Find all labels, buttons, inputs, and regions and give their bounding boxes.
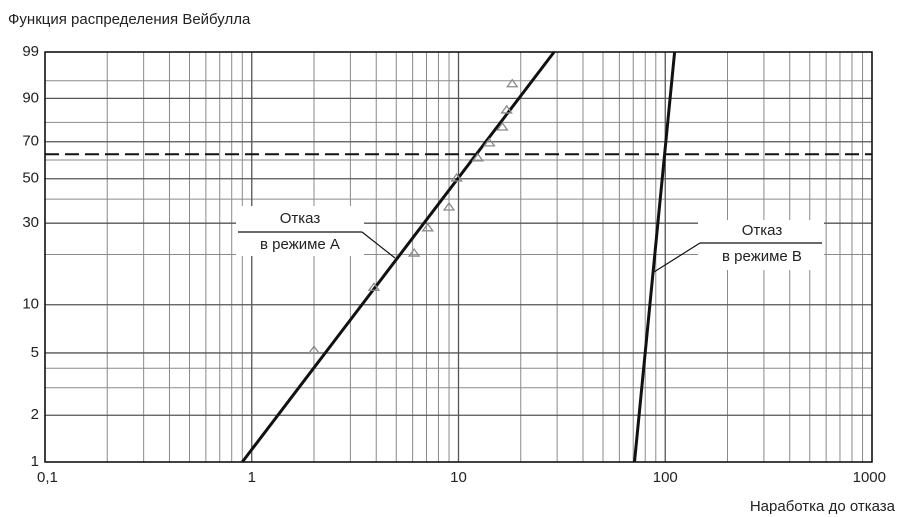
x-tick-label: 0,1 — [37, 469, 58, 486]
annotation-text: в режиме В — [722, 248, 802, 265]
y-tick-label: 90 — [22, 89, 39, 106]
annotation-text: Отказ — [742, 222, 783, 239]
data-point — [407, 247, 421, 257]
y-tick-label: 2 — [31, 406, 39, 423]
data-point — [442, 201, 456, 211]
data-point — [450, 172, 463, 182]
y-tick-label: 70 — [22, 133, 39, 150]
x-tick-label: 1 — [248, 469, 256, 486]
fit-line — [241, 51, 556, 463]
data-point — [307, 345, 321, 354]
y-tick-label: 30 — [22, 214, 39, 231]
annotation-bg — [236, 206, 364, 256]
annotation-text: Отказ — [280, 210, 321, 227]
x-tick-label: 10 — [450, 469, 467, 486]
fit-line — [633, 51, 677, 463]
annotation-b: Отказ в режиме В — [653, 220, 824, 273]
leader-line — [653, 242, 701, 273]
chart-title: Функция распределения Вейбулла — [8, 11, 251, 28]
y-tick-label: 10 — [22, 296, 39, 313]
x-tick-label: 1000 — [853, 469, 886, 486]
annotation-a: Отказ в режиме А — [236, 206, 396, 259]
y-tick-label: 5 — [31, 344, 39, 361]
x-axis-label: Наработка до отказа — [750, 498, 896, 515]
annotation-bg — [698, 220, 824, 270]
y-tick-label: 1 — [31, 453, 39, 470]
data-point — [496, 121, 509, 131]
leader-line — [361, 231, 396, 259]
y-tick-label: 50 — [22, 170, 39, 187]
annotation-text: в режиме А — [260, 236, 340, 253]
data-point — [471, 152, 485, 162]
data-point — [483, 137, 496, 147]
data-point — [500, 104, 513, 114]
data-point — [421, 222, 435, 232]
data-point — [506, 78, 519, 88]
marks — [45, 51, 872, 463]
y-tick-label: 99 — [22, 43, 39, 60]
plot-frame — [44, 51, 873, 463]
x-tick-label: 100 — [653, 469, 678, 486]
data-point — [367, 282, 381, 291]
